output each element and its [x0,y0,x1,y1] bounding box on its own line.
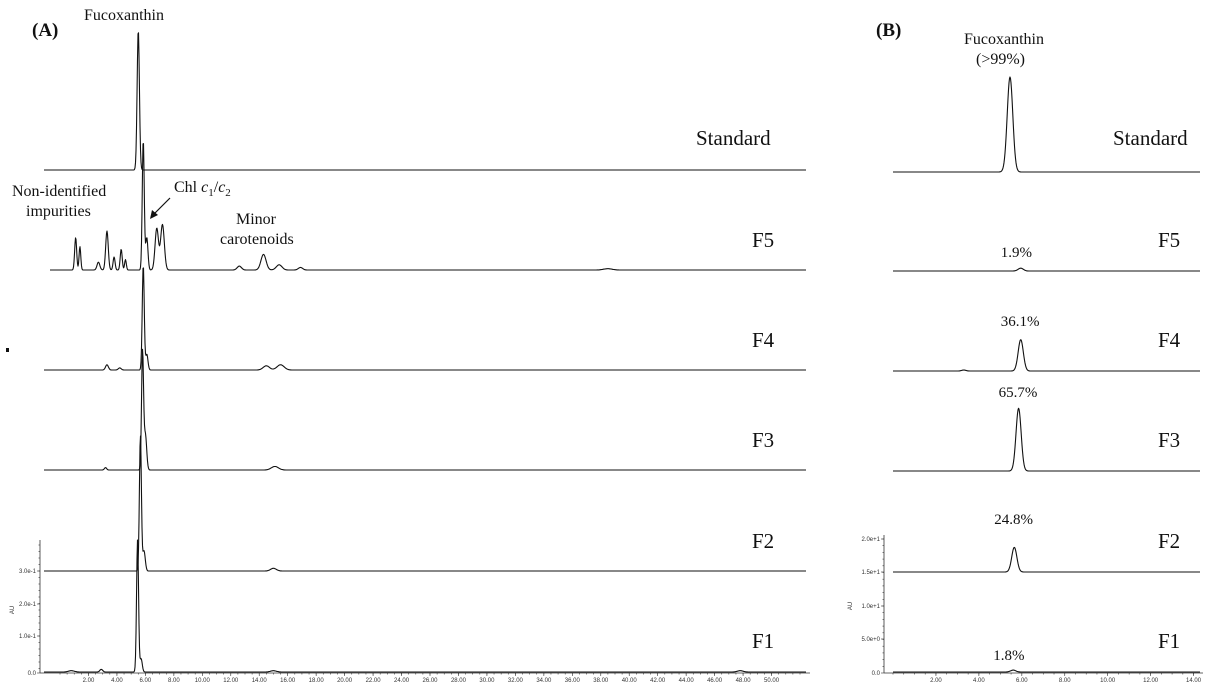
panel-b-purity-label: (>99%) [976,51,1025,68]
panel-b-y-tick-label: 1.5e+1 [861,570,880,576]
panel-a-y-tick-label: 0.0 [28,671,37,677]
panel-a-x-tick-label: 14.00 [252,678,268,684]
panel-b-x-tick-label: 8.00 [1059,678,1071,684]
panel-a-trace-standard [43,32,807,171]
panel-b-trace-f5 [892,267,1201,272]
panel-b-y-tick-label: 2.0e+1 [861,537,880,543]
chl-c2: c [218,179,225,196]
panel-b-label-standard: Standard [1113,126,1188,150]
chl-c1: c [201,179,208,196]
chl-arrow [150,197,171,219]
panel-a-x-tick-label: 48.00 [736,678,752,684]
chl-sub2: 2 [225,187,231,199]
panel-a-y-tick-label: 2.0e-1 [19,602,37,608]
stray-mark [6,348,9,352]
panel-a-x-tick-label: 10.00 [195,678,211,684]
panel-b-x-tick-label: 2.00 [930,678,942,684]
minor-carotenoids-line1: Minor [236,211,277,228]
panel-b-trace-standard [892,76,1201,173]
chl-annotation: Chl c1/c2 [174,179,231,199]
chl-prefix: Chl [174,179,201,196]
panel-a-label-f4: F4 [752,328,775,352]
chl-sub1: 1 [208,187,214,199]
panel-a-x-tick-label: 4.00 [111,678,123,684]
panel-b-x-tick-label: 12.00 [1143,678,1159,684]
panel-a-x-tick-label: 34.00 [536,678,552,684]
panel-a-x-tick-label: 20.00 [337,678,353,684]
panel-b-percent-f2: 24.8% [994,512,1033,528]
panel-a-x-tick-label: 2.00 [83,678,95,684]
impurities-annotation-line1: Non-identified [12,183,106,200]
panel-a-x-tick-label: 26.00 [422,678,438,684]
panel-b-label-f3: F3 [1158,428,1180,452]
panel-b-percent-f1: 1.8% [993,648,1024,664]
panel-a-trace-labels: Standard F5 F4 F3 F2 F1 [696,126,775,653]
panel-b-label-f2: F2 [1158,529,1180,553]
panel-a-y-tick-label: 3.0e-1 [19,569,37,575]
panel-b-percent-f4: 36.1% [1001,314,1040,330]
panel-b-percent-f3: 65.7% [999,385,1038,401]
panel-a-label-f2: F2 [752,529,774,553]
panel-b-percent-f5: 1.9% [1001,245,1032,261]
panel-b-y-tick-label: 5.0e+0 [861,637,880,643]
panel-a-x-tick-label: 44.00 [679,678,695,684]
panel-b-y-tick-label: 1.0e+1 [861,604,880,610]
panel-a-x-tick-label: 46.00 [707,678,723,684]
panel-b-x-tick-label: 4.00 [973,678,985,684]
panel-b-x-tick-label: 6.00 [1016,678,1028,684]
panel-a-x-tick-label: 16.00 [280,678,296,684]
panel-b-trace-f2 [892,546,1201,573]
panel-a-x-tick-label: 40.00 [622,678,638,684]
panel-b-fucoxanthin-label: Fucoxanthin [964,31,1044,48]
impurities-annotation-line2: impurities [26,203,91,220]
panel-a-trace-f1 [43,539,807,673]
panel-b-trace-f4 [892,339,1201,372]
panel-a-trace-f5 [49,143,807,271]
panel-b-label-f4: F4 [1158,328,1181,352]
panel-b-trace-f3 [892,407,1201,472]
chl-slash: / [214,179,219,196]
panel-a-x-tick-label: 22.00 [366,678,382,684]
panel-a-traces [43,32,807,673]
panel-a-label-f1: F1 [752,629,774,653]
panel-b-y-tick-label: 0.0 [872,671,881,677]
panel-b-label-f1: F1 [1158,629,1180,653]
panel-b-trace-f1 [892,669,1201,673]
panel-b-axis: 2.00 4.00 6.00 8.00 10.00 12.00 14.00 0.0 5.0e+0… [848,535,1203,684]
panel-a-x-tick-label: 36.00 [565,678,581,684]
panel-b-x-tick-label: 10.00 [1100,678,1116,684]
panel-b-label-f5: F5 [1158,228,1180,252]
panel-a-label-f5: F5 [752,228,774,252]
panel-a-x-tick-label: 30.00 [479,678,495,684]
panel-b-traces [892,76,1201,673]
panel-a-trace-f3 [43,348,807,471]
panel-a-x-tick-label: 50.00 [764,678,780,684]
panel-a-x-tick-label: 18.00 [309,678,325,684]
panel-a-x-tick-label: 32.00 [508,678,524,684]
panel-b-trace-labels: Standard F5 1.9% F4 36.1% F3 65.7% F2 24.8% F1 1.8… [993,126,1188,664]
panel-b-letter: (B) [876,20,901,41]
panel-b-y-axis-title: AU [848,602,854,610]
panel-a-y-tick-label: 1.0e-1 [19,634,37,640]
panel-a-x-tick-label: 38.00 [593,678,609,684]
panel-a-trace-f2 [43,435,807,572]
minor-carotenoids-line2: carotenoids [220,231,294,248]
panel-a-y-axis-title: AU [10,606,16,614]
panel-a-axis: 2.00 4.00 6.00 8.00 10.00 12.00 14.00 16.00 18.0… [10,540,810,684]
panel-a-label-f3: F3 [752,428,774,452]
panel-a-x-tick-label: 42.00 [650,678,666,684]
panel-a-x-tick-label: 12.00 [223,678,239,684]
panel-b-x-tick-label: 14.00 [1186,678,1202,684]
fucoxanthin-annotation: Fucoxanthin [84,7,164,24]
panel-a-x-tick-label: 28.00 [451,678,467,684]
panel-a-x-tick-label: 6.00 [140,678,152,684]
panel-a-x-tick-label: 24.00 [394,678,410,684]
panel-a-letter: (A) [32,20,58,41]
panel-a-trace-f4 [43,267,807,371]
panel-a-x-tick-label: 8.00 [168,678,180,684]
panel-a-label-standard: Standard [696,126,771,150]
